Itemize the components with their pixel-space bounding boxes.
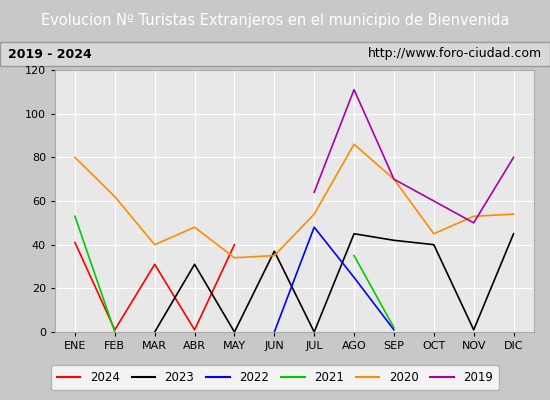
Text: http://www.foro-ciudad.com: http://www.foro-ciudad.com	[367, 48, 542, 60]
Legend: 2024, 2023, 2022, 2021, 2020, 2019: 2024, 2023, 2022, 2021, 2020, 2019	[51, 365, 499, 390]
FancyBboxPatch shape	[0, 42, 550, 66]
Text: 2019 - 2024: 2019 - 2024	[8, 48, 92, 60]
Text: Evolucion Nº Turistas Extranjeros en el municipio de Bienvenida: Evolucion Nº Turistas Extranjeros en el …	[41, 14, 509, 28]
